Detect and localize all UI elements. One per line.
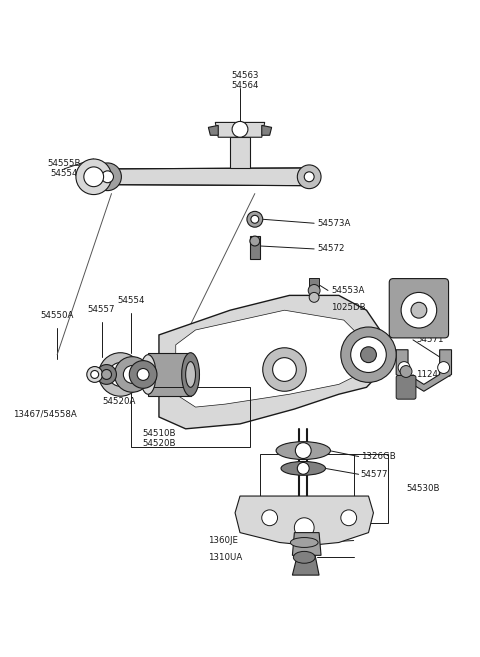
Circle shape — [262, 510, 277, 526]
Circle shape — [114, 357, 150, 392]
Text: 54550A: 54550A — [40, 311, 74, 320]
Text: 54557: 54557 — [88, 305, 115, 314]
Text: 54571: 54571 — [416, 335, 444, 344]
Text: 1124DH: 1124DH — [416, 370, 451, 379]
Circle shape — [438, 361, 450, 373]
Text: 54510B
54520B: 54510B 54520B — [142, 429, 176, 448]
Circle shape — [250, 236, 260, 246]
Circle shape — [123, 365, 141, 383]
Circle shape — [94, 163, 121, 191]
Text: 54553A: 54553A — [331, 286, 364, 295]
Circle shape — [309, 292, 319, 302]
Circle shape — [411, 302, 427, 318]
Text: 54520A: 54520A — [103, 397, 136, 406]
Polygon shape — [208, 125, 218, 135]
Circle shape — [108, 363, 132, 386]
Circle shape — [102, 171, 113, 183]
Text: 54530B: 54530B — [406, 484, 440, 493]
Bar — [131, 388, 250, 447]
Circle shape — [401, 292, 437, 328]
Ellipse shape — [290, 537, 318, 547]
Circle shape — [102, 369, 111, 379]
Polygon shape — [148, 353, 191, 396]
Circle shape — [84, 167, 104, 187]
Polygon shape — [176, 310, 363, 407]
Circle shape — [76, 159, 111, 194]
Polygon shape — [292, 555, 319, 575]
Circle shape — [232, 122, 248, 137]
Circle shape — [129, 361, 157, 388]
Circle shape — [273, 357, 296, 381]
Polygon shape — [396, 350, 452, 392]
Circle shape — [297, 165, 321, 189]
Text: 1025DB: 1025DB — [331, 303, 366, 312]
Circle shape — [308, 284, 320, 296]
Ellipse shape — [144, 363, 152, 386]
Text: 54572: 54572 — [317, 244, 345, 254]
FancyBboxPatch shape — [389, 279, 448, 338]
Circle shape — [99, 353, 142, 396]
Polygon shape — [216, 122, 264, 137]
Bar — [260, 453, 388, 523]
Polygon shape — [309, 278, 319, 290]
Circle shape — [137, 369, 149, 380]
Ellipse shape — [182, 353, 200, 396]
Circle shape — [87, 367, 103, 382]
Circle shape — [297, 463, 309, 474]
Circle shape — [251, 215, 259, 223]
Text: 1326GB: 1326GB — [360, 452, 396, 461]
Text: 54563
54564: 54563 54564 — [231, 71, 259, 91]
Circle shape — [400, 365, 412, 377]
Ellipse shape — [276, 442, 330, 459]
Circle shape — [295, 443, 311, 459]
Ellipse shape — [140, 355, 156, 394]
Text: 54555B
54554: 54555B 54554 — [48, 159, 81, 179]
Text: 13467/54558A: 13467/54558A — [12, 409, 76, 418]
Polygon shape — [235, 496, 373, 545]
Ellipse shape — [293, 551, 315, 563]
Circle shape — [294, 518, 314, 537]
Polygon shape — [230, 137, 250, 168]
Polygon shape — [250, 236, 260, 259]
Text: 1310UA: 1310UA — [208, 553, 242, 562]
Circle shape — [247, 212, 263, 227]
Ellipse shape — [186, 361, 195, 388]
Polygon shape — [292, 533, 321, 555]
Text: 54573A: 54573A — [317, 219, 350, 228]
Circle shape — [263, 348, 306, 392]
Polygon shape — [111, 168, 309, 186]
Text: 1360JE: 1360JE — [208, 536, 239, 545]
Text: 54552B
54562: 54552B 54562 — [416, 290, 449, 310]
Polygon shape — [262, 125, 272, 135]
Circle shape — [360, 347, 376, 363]
Circle shape — [91, 371, 99, 378]
Circle shape — [341, 327, 396, 382]
Circle shape — [351, 337, 386, 373]
Text: 54577: 54577 — [360, 470, 388, 479]
Circle shape — [304, 172, 314, 182]
Text: 54554: 54554 — [118, 296, 145, 306]
Polygon shape — [159, 296, 384, 429]
FancyBboxPatch shape — [396, 375, 416, 399]
Circle shape — [341, 510, 357, 526]
Circle shape — [398, 361, 410, 373]
Circle shape — [96, 365, 117, 384]
Ellipse shape — [281, 461, 325, 475]
